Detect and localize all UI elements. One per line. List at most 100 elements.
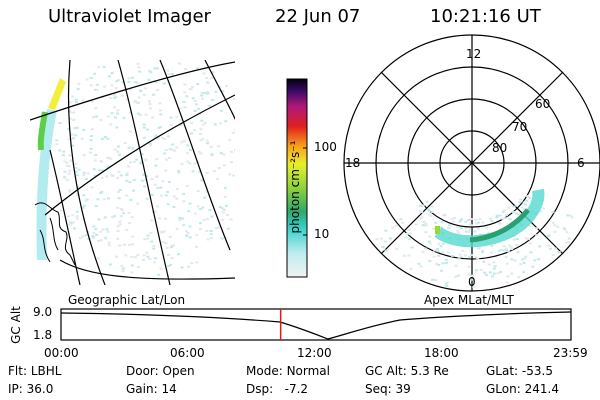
speckle-dot — [489, 251, 493, 254]
speckle-dot — [531, 265, 535, 268]
speckle-dot — [94, 88, 98, 91]
speckle-dot — [556, 225, 560, 228]
speckle-dot — [553, 230, 557, 233]
speckle-dot — [478, 218, 482, 221]
speckle-dot — [502, 245, 506, 248]
speckle-dot — [101, 228, 105, 231]
speckle-dot — [195, 67, 199, 70]
speckle-dot — [130, 271, 134, 274]
speckle-dot — [420, 211, 424, 214]
speckle-dot — [166, 203, 170, 206]
speckle-dot — [474, 256, 478, 259]
speckle-dot — [140, 179, 144, 182]
speckle-dot — [217, 167, 221, 170]
speckle-dot — [476, 228, 480, 231]
speckle-dot — [82, 128, 86, 131]
emission-speckle — [55, 62, 235, 276]
speckle-dot — [113, 93, 116, 96]
speckle-dot — [197, 150, 201, 153]
speckle-dot — [225, 85, 228, 88]
speckle-dot — [440, 269, 443, 272]
speckle-dot — [136, 62, 140, 65]
speckle-dot — [231, 131, 235, 134]
speckle-dot — [477, 221, 480, 224]
speckle-dot — [96, 257, 100, 260]
speckle-dot — [144, 179, 148, 182]
speckle-dot — [74, 166, 78, 169]
speckle-dot — [499, 271, 502, 274]
speckle-dot — [437, 254, 441, 257]
speckle-dot — [495, 214, 499, 217]
speckle-dot — [67, 138, 71, 141]
speckle-dot — [565, 231, 569, 234]
speckle-dot — [182, 224, 186, 227]
speckle-dot — [508, 217, 512, 220]
speckle-dot — [501, 249, 505, 252]
speckle-dot — [107, 156, 111, 159]
speckle-dot — [464, 220, 468, 223]
speckle-dot — [168, 156, 171, 159]
speckle-dot — [219, 152, 223, 155]
speckle-dot — [427, 240, 431, 243]
speckle-dot — [436, 250, 440, 253]
speckle-dot — [527, 238, 530, 241]
speckle-dot — [440, 251, 444, 254]
speckle-dot — [145, 251, 149, 254]
speckle-dot — [190, 262, 194, 265]
speckle-dot — [142, 136, 146, 139]
speckle-dot — [99, 119, 103, 121]
speckle-dot — [74, 171, 78, 174]
speckle-dot — [437, 263, 441, 266]
speckle-dot — [71, 133, 74, 136]
speckle-dot — [68, 154, 72, 157]
speckle-dot — [75, 217, 79, 220]
speckle-dot — [120, 209, 124, 211]
speckle-dot — [375, 238, 379, 241]
speckle-dot — [143, 185, 147, 188]
speckle-dot — [506, 250, 510, 253]
speckle-dot — [170, 73, 174, 76]
speckle-dot — [191, 85, 195, 88]
speckle-dot — [61, 154, 65, 157]
speckle-dot — [149, 71, 153, 74]
speckle-dot — [529, 251, 533, 254]
speckle-dot — [424, 224, 428, 227]
speckle-dot — [518, 198, 522, 201]
speckle-dot — [407, 228, 411, 231]
speckle-dot — [125, 194, 129, 197]
auroral-arc-glow — [36, 109, 57, 261]
speckle-dot — [210, 77, 214, 80]
speckle-dot — [129, 198, 133, 201]
auroral-oval-glow — [434, 188, 545, 248]
speckle-dot — [548, 247, 552, 250]
speckle-dot — [167, 180, 171, 183]
speckle-dot — [232, 97, 235, 100]
speckle-dot — [433, 249, 437, 252]
speckle-dot — [193, 110, 197, 112]
speckle-dot — [72, 227, 76, 230]
speckle-dot — [175, 146, 179, 149]
speckle-dot — [202, 72, 206, 75]
speckle-dot — [409, 267, 413, 270]
speckle-dot — [108, 263, 112, 266]
speckle-dot — [419, 204, 423, 207]
speckle-dot — [456, 231, 460, 234]
speckle-dot — [217, 226, 221, 229]
speckle-dot — [122, 116, 126, 119]
speckle-dot — [151, 116, 155, 119]
speckle-dot — [129, 161, 132, 164]
speckle-dot — [551, 221, 555, 224]
altitude-xtick-0000: 00:00 — [44, 346, 79, 360]
speckle-dot — [65, 164, 69, 167]
speckle-dot — [113, 215, 116, 218]
speckle-dot — [76, 88, 80, 91]
speckle-dot — [183, 106, 187, 109]
speckle-dot — [517, 213, 521, 216]
speckle-dot — [142, 123, 146, 126]
speckle-dot — [142, 126, 146, 129]
speckle-dot — [185, 95, 189, 98]
speckle-dot — [110, 112, 114, 115]
speckle-dot — [444, 282, 448, 285]
speckle-dot — [410, 246, 414, 249]
